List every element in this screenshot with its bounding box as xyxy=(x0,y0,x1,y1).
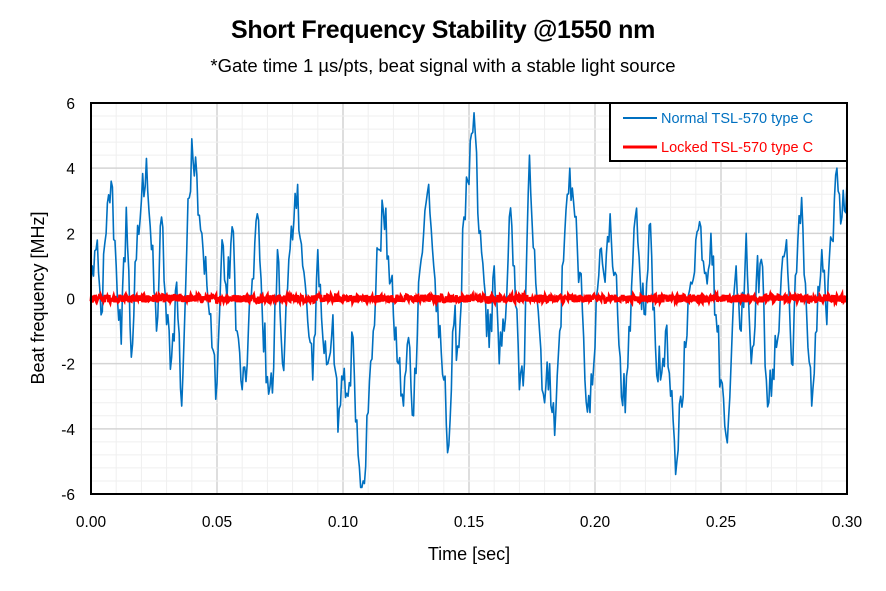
y-tick-label: -6 xyxy=(61,487,75,504)
series-group xyxy=(89,111,849,489)
y-axis-label: Beat frequency [MHz] xyxy=(28,211,48,384)
chart-title: Short Frequency Stability @1550 nm xyxy=(230,16,656,44)
y-tick-label: 6 xyxy=(66,96,75,113)
x-tick-label: 0.10 xyxy=(328,514,359,531)
x-axis-label: Time [sec] xyxy=(428,544,510,564)
y-tick-label: -4 xyxy=(61,422,75,439)
legend-label-normal: Normal TSL-570 type C xyxy=(661,111,813,127)
chart-subtitle: *Gate time 1 µs/pts, beat signal with a … xyxy=(210,55,676,76)
x-tick-label: 0.00 xyxy=(76,514,107,531)
y-tick-label: 4 xyxy=(66,161,75,178)
legend: Normal TSL-570 type C Locked TSL-570 typ… xyxy=(609,102,848,162)
y-tick-label: 0 xyxy=(66,292,75,309)
x-tick-label: 0.30 xyxy=(832,514,863,531)
y-tick-label: 2 xyxy=(66,226,75,243)
series-line-locked xyxy=(89,288,849,308)
x-tick-label: 0.05 xyxy=(202,514,232,531)
legend-box xyxy=(609,102,848,162)
tick-labels: 0.00 0.05 0.10 0.15 0.20 0.25 0.30 6 4 2 0 -2 -4 -6 xyxy=(61,96,862,531)
x-tick-label: 0.15 xyxy=(454,514,484,531)
x-tick-label: 0.25 xyxy=(706,514,736,531)
x-tick-label: 0.20 xyxy=(580,514,611,531)
legend-label-locked: Locked TSL-570 type C xyxy=(661,140,813,156)
plot-frame xyxy=(90,102,848,495)
y-tick-label: -2 xyxy=(61,357,75,374)
series-line-normal xyxy=(90,111,848,489)
